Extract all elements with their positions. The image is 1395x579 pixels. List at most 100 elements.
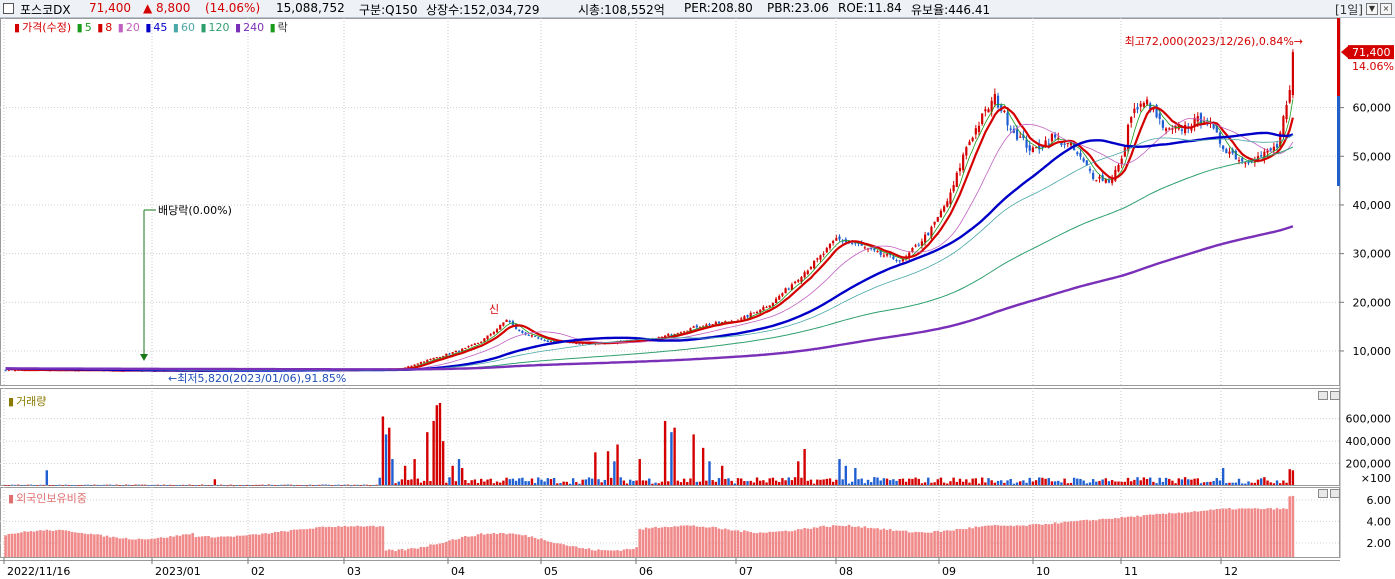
- foreign-holding-bar: [869, 527, 873, 557]
- foreign-legend-label[interactable]: 외국인보유비중: [16, 492, 87, 505]
- foreign-holding-bar: [1034, 523, 1038, 557]
- foreign-holding-bar: [600, 550, 603, 557]
- foreign-holding-bar: [188, 534, 191, 557]
- chart-menu-icon[interactable]: [3, 3, 14, 14]
- volume-bar: [873, 477, 876, 485]
- candle-body: [1215, 124, 1218, 133]
- volume-bar: [797, 461, 800, 485]
- foreign-holding-bar: [831, 525, 835, 557]
- volume-bar: [229, 484, 232, 486]
- volume-bar: [32, 485, 36, 486]
- period-dropdown-icon[interactable]: ▼: [1366, 3, 1378, 15]
- candle-body: [4, 370, 7, 372]
- foreign-holding-bar: [1095, 520, 1098, 557]
- candle-body: [429, 358, 432, 360]
- volume-bar: [1161, 481, 1165, 485]
- volume-bar: [356, 484, 359, 486]
- foreign-holding-bar: [609, 550, 613, 557]
- volume-bar: [759, 480, 762, 485]
- ma-5-label[interactable]: 5: [84, 21, 92, 34]
- volume-bar: [898, 478, 901, 485]
- volume-bar: [1183, 477, 1187, 485]
- foreign-holding-bar: [118, 538, 122, 557]
- candle-body: [930, 226, 933, 237]
- foreign-tick-label: 2.00: [1367, 537, 1392, 550]
- volume-bar: [654, 482, 657, 485]
- ma-45-label[interactable]: 45: [153, 21, 168, 34]
- foreign-holding-bar: [857, 526, 860, 557]
- volume-pane-close-icon[interactable]: [1330, 391, 1340, 400]
- price-legend-label[interactable]: 가격(수정): [22, 21, 72, 34]
- volume-bar: [1050, 481, 1054, 485]
- foreign-holding-bar: [486, 533, 489, 557]
- foreign-holding-bar: [1186, 512, 1190, 557]
- drop-label[interactable]: 락: [277, 21, 288, 34]
- volume-bar: [993, 482, 997, 485]
- foreign-tick-label: 6.00: [1367, 494, 1392, 507]
- volume-pane-minimize-icon[interactable]: [1318, 391, 1328, 400]
- volume-bar: [1168, 478, 1171, 485]
- ma-240-label[interactable]: 240: [243, 21, 265, 34]
- volume-legend-label[interactable]: 거래량: [16, 395, 47, 408]
- candle-body: [987, 109, 990, 113]
- volume-bar: [686, 481, 689, 485]
- volume-bar: [1082, 480, 1085, 485]
- foreign-holding-bar: [375, 526, 378, 557]
- foreign-holding-bar: [213, 537, 217, 557]
- volume-bar: [289, 484, 293, 486]
- foreign-holding-bar: [1177, 512, 1181, 557]
- volume-bar: [318, 484, 321, 486]
- foreign-holding-bar: [387, 549, 391, 557]
- foreign-holding-bar: [1282, 508, 1285, 557]
- volume-bar: [20, 485, 23, 486]
- foreign-holding-bar: [305, 529, 309, 557]
- foreign-holding-bar: [422, 547, 426, 557]
- foreign-holding-bar: [248, 534, 252, 557]
- foreign-holding-bar: [920, 532, 924, 557]
- volume-bar: [1114, 481, 1117, 485]
- volume-bar: [917, 478, 920, 485]
- foreign-holding-bar: [353, 526, 356, 557]
- candle-body: [1275, 144, 1279, 148]
- foreign-holding-bar: [1158, 513, 1162, 557]
- ma-8-label[interactable]: 8: [105, 21, 113, 34]
- volume-bar: [828, 478, 832, 485]
- foreign-holding-bar: [854, 526, 857, 557]
- candle-body: [705, 324, 708, 326]
- volume-bar: [1053, 481, 1057, 485]
- foreign-holding-bar: [1129, 516, 1133, 557]
- close-icon[interactable]: ×: [1380, 3, 1392, 15]
- ma-120-label[interactable]: 120: [208, 21, 230, 34]
- candle-body: [803, 272, 806, 278]
- volume-bar: [923, 482, 927, 485]
- volume-bar: [984, 482, 987, 485]
- ma-20-label[interactable]: 20: [125, 21, 140, 34]
- volume-bar: [863, 483, 867, 485]
- foreign-holding-bar: [146, 539, 150, 557]
- foreign-tick-label: 4.00: [1367, 515, 1392, 528]
- period-selector[interactable]: [1일]: [1334, 3, 1363, 17]
- foreign-pane-close-icon[interactable]: [1330, 489, 1340, 498]
- foreign-holding-bar: [1041, 524, 1044, 557]
- foreign-holding-bar: [603, 550, 607, 557]
- foreign-holding-bar: [543, 540, 546, 557]
- volume-bar: [1060, 482, 1063, 485]
- volume-bar: [632, 480, 635, 485]
- volume-bar: [143, 484, 147, 486]
- candle-body: [457, 350, 461, 352]
- foreign-holding-bar: [755, 533, 759, 557]
- candle-body: [695, 325, 698, 328]
- volume-bar: [264, 485, 267, 486]
- foreign-holding-bar: [153, 538, 156, 557]
- ma-60-label[interactable]: 60: [180, 21, 195, 34]
- foreign-holding-bar: [730, 530, 733, 557]
- stock-name[interactable]: 포스코DX: [20, 3, 71, 17]
- foreign-pane-minimize-icon[interactable]: [1318, 489, 1328, 498]
- volume-bar: [372, 485, 375, 487]
- volume-bar: [1076, 478, 1079, 485]
- candle-body: [692, 326, 695, 328]
- candle-body: [1130, 116, 1133, 123]
- foreign-holding-bar: [86, 534, 90, 557]
- foreign-holding-bar: [464, 536, 467, 557]
- volume-bar: [239, 485, 242, 486]
